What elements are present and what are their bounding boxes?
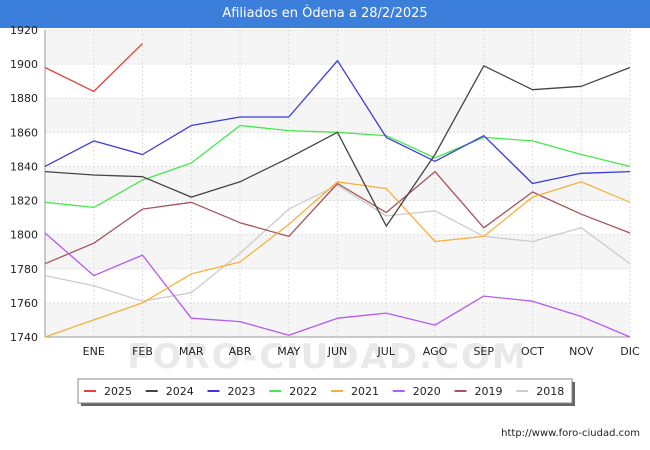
legend-label-2020: 2020 bbox=[413, 385, 441, 398]
legend-label-2023: 2023 bbox=[228, 385, 256, 398]
x-tick-label: JUN bbox=[327, 345, 348, 358]
y-tick-label: 1840 bbox=[10, 160, 38, 173]
series-line-2020 bbox=[44, 232, 631, 338]
x-tick-label: ENE bbox=[83, 345, 105, 358]
series-lines bbox=[44, 43, 631, 338]
x-tick-label: JUL bbox=[377, 345, 396, 358]
x-tick-label: FEB bbox=[132, 345, 153, 358]
x-tick-label: NOV bbox=[569, 345, 594, 358]
x-tick-label: AGO bbox=[423, 345, 448, 358]
watermark-text: FORO-CIUDAD.COM bbox=[127, 337, 528, 377]
x-tick-label: MAR bbox=[179, 345, 204, 358]
legend-label-2025: 2025 bbox=[104, 385, 132, 398]
legend-label-2021: 2021 bbox=[351, 385, 379, 398]
series-line-2019 bbox=[44, 170, 631, 265]
title-bar: Afiliados en Òdena a 28/2/2025 bbox=[0, 0, 650, 28]
series-line-2021 bbox=[44, 181, 631, 338]
series-line-2023 bbox=[44, 60, 631, 185]
y-tick-label: 1900 bbox=[10, 58, 38, 71]
series-line-2025 bbox=[44, 43, 143, 93]
footer-url[interactable]: http://www.foro-ciudad.com bbox=[501, 428, 640, 439]
y-tick-label: 1880 bbox=[10, 92, 38, 105]
x-tick-label: ABR bbox=[229, 345, 252, 358]
y-tick-label: 1820 bbox=[10, 195, 38, 208]
x-tick-label: OCT bbox=[521, 345, 544, 358]
legend-box bbox=[77, 378, 573, 404]
chart-title: Afiliados en Òdena a 28/2/2025 bbox=[222, 6, 428, 21]
legend-label-2019: 2019 bbox=[475, 385, 503, 398]
x-tick-label: MAY bbox=[277, 345, 300, 358]
axes: 1740 1760 1780 1800 1820 1840 1860 1880 1900 1920… bbox=[10, 24, 640, 358]
x-tick-label: SEP bbox=[473, 345, 494, 358]
y-tick-label: 1740 bbox=[10, 331, 38, 344]
legend: 2025 2024 2023 2022 2021 2020 2019 2018 bbox=[77, 378, 575, 406]
legend-label-2018: 2018 bbox=[536, 385, 564, 398]
y-tick-label: 1760 bbox=[10, 297, 38, 310]
watermark: FORO-CIUDAD.COM bbox=[127, 337, 528, 377]
legend-label-2022: 2022 bbox=[289, 385, 317, 398]
legend-label-2024: 2024 bbox=[166, 385, 194, 398]
y-tick-label: 1860 bbox=[10, 126, 38, 139]
x-tick-label: DIC bbox=[620, 345, 640, 358]
y-tick-label: 1800 bbox=[10, 229, 38, 242]
y-tick-label: 1780 bbox=[10, 263, 38, 276]
series-line-2024 bbox=[44, 65, 631, 227]
y-tick-label: 1920 bbox=[10, 24, 38, 37]
series-line-2018 bbox=[44, 184, 631, 302]
